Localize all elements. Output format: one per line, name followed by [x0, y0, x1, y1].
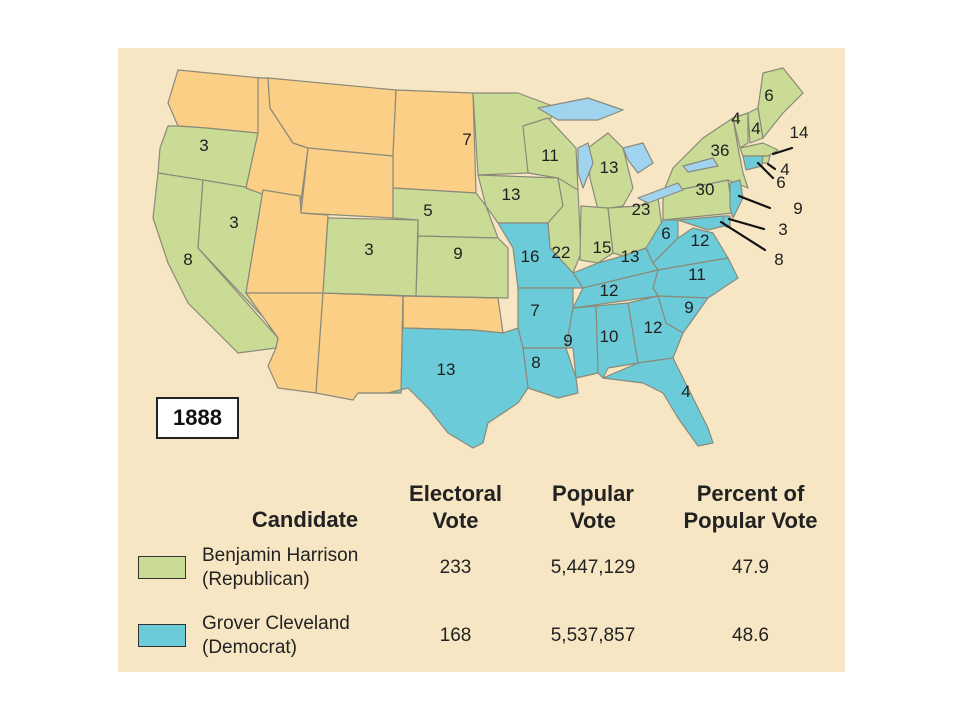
percent-value: 47.9: [732, 557, 769, 578]
electoral-label-new-jersey: 9: [793, 199, 802, 218]
electoral-label-virginia: 12: [691, 231, 710, 250]
electoral-label-colorado: 3: [364, 240, 373, 259]
electoral-label-wisconsin: 11: [541, 146, 559, 165]
missouri-region: [497, 222, 584, 289]
electoral-label-florida: 4: [681, 382, 690, 401]
electoral-label-tennessee: 12: [600, 281, 619, 300]
electoral-label-arkansas: 7: [530, 301, 539, 320]
popular-vote-header: Popular Vote: [552, 481, 634, 533]
electoral-label-vermont: 4: [731, 109, 740, 128]
lake-superior: [537, 97, 624, 121]
year-label: 1888: [156, 397, 239, 439]
popular-vote-value: 5,447,129: [550, 557, 636, 578]
electoral-label-rhode-island: 4: [780, 160, 789, 179]
electoral-label-missouri: 16: [521, 247, 540, 266]
indian-territory-region: [402, 295, 504, 334]
electoral-label-kansas: 9: [453, 244, 462, 263]
electoral-label-pennsylvania: 30: [696, 180, 715, 199]
leader-line: [727, 217, 766, 231]
candidate-name: Benjamin Harrison (Republican): [202, 545, 359, 590]
electoral-label-california: 8: [183, 250, 192, 269]
electoral-label-illinois: 22: [552, 243, 571, 262]
electoral-label-kentucky: 13: [621, 247, 640, 266]
lake-michigan: [577, 142, 594, 189]
electoral-label-maryland: 8: [774, 250, 783, 269]
electoral-label-maine: 6: [764, 86, 773, 105]
percent-value: 48.6: [732, 625, 769, 646]
texas-region: [357, 295, 529, 449]
electoral-label-massachusetts: 14: [790, 123, 809, 142]
electoral-label-west-virginia: 6: [661, 224, 670, 243]
indiana-region: [579, 205, 614, 264]
electoral-label-nebraska: 5: [423, 201, 432, 220]
electoral-label-north-carolina: 11: [688, 265, 706, 284]
connecticut-region: [742, 155, 764, 171]
democrat-swatch: [138, 624, 186, 647]
michigan-region: [587, 132, 634, 211]
leader-line: [756, 161, 775, 180]
electoral-label-delaware: 3: [778, 220, 787, 239]
leader-line: [771, 146, 794, 156]
electoral-label-minnesota: 7: [462, 130, 471, 149]
vermont-region: [732, 112, 749, 149]
iowa-region: [477, 174, 564, 224]
lake-erie: [637, 182, 684, 204]
electoral-label-mississippi: 9: [563, 331, 572, 350]
percent-popular-vote-header: Percent of Popular Vote: [683, 481, 818, 533]
maine-region: [757, 67, 804, 139]
new-jersey-region: [729, 179, 744, 219]
leader-line: [737, 194, 772, 210]
lake-ontario: [682, 157, 719, 173]
wyoming-territory-region: [300, 147, 394, 219]
electoral-label-new-hampshire: 4: [751, 119, 760, 138]
candidate-header: Candidate: [251, 507, 359, 532]
lake-huron: [622, 142, 654, 174]
electoral-label-alabama: 10: [600, 327, 619, 346]
new-mexico-territory-region: [315, 292, 404, 401]
electoral-label-iowa: 13: [502, 185, 521, 204]
electoral-label-louisiana: 8: [531, 353, 540, 372]
electoral-label-new-york: 36: [711, 141, 730, 160]
electoral-label-nevada: 3: [229, 213, 238, 232]
electoral-label-texas: 13: [437, 360, 456, 379]
kansas-region: [415, 235, 509, 299]
electoral-vote-value: 168: [439, 625, 472, 646]
electoral-label-michigan: 13: [600, 158, 619, 177]
electoral-label-georgia: 12: [644, 318, 663, 337]
new-york-region: [662, 117, 749, 194]
electoral-label-indiana: 15: [593, 238, 612, 257]
florida-region: [602, 357, 714, 447]
electoral-vote-value: 233: [439, 557, 472, 578]
republican-swatch: [138, 556, 186, 579]
leader-line: [766, 162, 777, 171]
candidate-name: Grover Cleveland (Democrat): [202, 613, 350, 658]
maryland-region: [677, 215, 725, 231]
electoral-label-connecticut: 6: [776, 173, 785, 192]
electoral-label-oregon: 3: [199, 136, 208, 155]
map-panel: 3 3 8 5 3 9 7 13 11 13 22 15 23 30 36 6 4 4 14 4 6 9 3 8 6 12 13 16…: [118, 48, 845, 672]
leader-line: [719, 220, 767, 252]
tennessee-region: [572, 269, 659, 309]
electoral-label-ohio: 23: [632, 200, 651, 219]
popular-vote-value: 5,537,857: [550, 625, 636, 646]
electoral-vote-header: Electoral Vote: [409, 481, 502, 533]
washington-territory-region: [167, 69, 262, 134]
electoral-label-south-carolina: 9: [684, 298, 693, 317]
